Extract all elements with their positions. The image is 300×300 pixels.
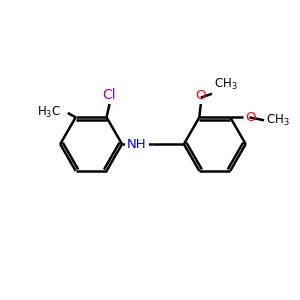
Text: H$_3$C: H$_3$C bbox=[37, 105, 61, 121]
Text: O: O bbox=[196, 89, 206, 102]
Text: Cl: Cl bbox=[103, 88, 116, 102]
Text: O: O bbox=[245, 111, 256, 124]
Text: NH: NH bbox=[127, 138, 147, 151]
Text: CH$_3$: CH$_3$ bbox=[214, 77, 238, 92]
Text: CH$_3$: CH$_3$ bbox=[266, 113, 289, 128]
